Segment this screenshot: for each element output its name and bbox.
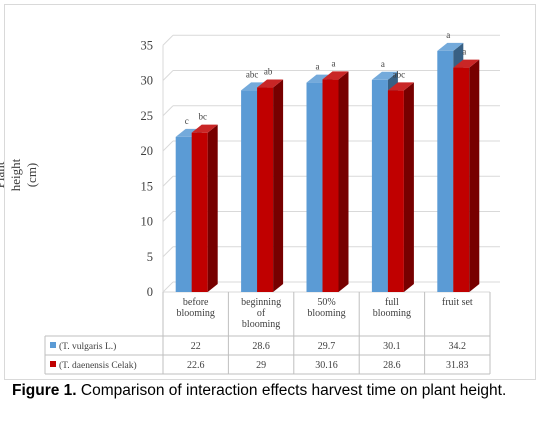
- y-axis-label: Plant height (cm): [0, 145, 40, 205]
- bar: [371, 79, 388, 292]
- bar: [257, 87, 274, 292]
- bar-top: [387, 82, 414, 91]
- legend-label: (T. vulgaris L.): [59, 341, 116, 352]
- legend-swatch: [50, 342, 56, 348]
- bar: [241, 90, 258, 293]
- y-tick-label: 20: [141, 144, 154, 158]
- x-tick-label: 50%: [317, 297, 335, 308]
- y-tick-label: 30: [141, 74, 154, 88]
- table-value: 30.1: [383, 341, 401, 352]
- x-tick-label: blooming: [177, 308, 215, 319]
- bar: [175, 136, 192, 292]
- bar-top: [371, 71, 398, 80]
- bar-side: [273, 79, 284, 292]
- bar-top: [191, 124, 218, 133]
- table-value: 29.7: [318, 341, 336, 352]
- data-label: ab: [264, 67, 273, 77]
- table-value: 34.2: [449, 341, 467, 352]
- gridline-depth: [162, 140, 174, 152]
- bar-side: [469, 59, 480, 293]
- bar: [306, 82, 323, 293]
- data-label: abc: [393, 69, 406, 79]
- bar-top: [241, 82, 268, 91]
- gridline-depth: [162, 34, 174, 46]
- gridline-depth: [162, 246, 174, 258]
- x-tick-label: beginning: [241, 297, 281, 308]
- gridline-depth: [162, 281, 174, 293]
- bar-top: [322, 71, 349, 80]
- table-value: 22.6: [187, 360, 205, 371]
- gridline-depth: [162, 211, 174, 222]
- data-label: a: [381, 59, 385, 69]
- data-label: a: [462, 47, 466, 57]
- bar-top: [453, 59, 480, 68]
- x-tick-label: blooming: [373, 308, 411, 319]
- data-label: a: [446, 30, 450, 40]
- figure-caption-text: Comparison of interaction effects harves…: [76, 382, 507, 399]
- table-value: 28.6: [383, 360, 401, 371]
- data-label: a: [332, 58, 336, 68]
- bar: [437, 50, 454, 292]
- gridline-depth: [162, 175, 174, 187]
- figure-caption: Figure 1. Comparison of interaction effe…: [12, 381, 532, 401]
- y-tick-label: 5: [147, 250, 153, 264]
- data-label: abc: [246, 69, 259, 79]
- x-tick-label: fruit set: [442, 297, 473, 308]
- bar: [191, 132, 208, 292]
- data-label: bc: [198, 112, 207, 122]
- y-axis-label-line1: Plant height: [0, 158, 23, 192]
- y-tick-label: 10: [141, 215, 154, 229]
- x-tick-label: of: [257, 308, 266, 319]
- y-tick-label: 35: [141, 38, 154, 52]
- bar: [453, 67, 470, 292]
- legend-swatch: [50, 361, 56, 367]
- figure-caption-label: Figure 1.: [12, 382, 77, 399]
- x-tick-label: before: [183, 297, 209, 308]
- bar: [387, 90, 404, 293]
- bar-top: [257, 79, 284, 88]
- y-tick-label: 25: [141, 109, 154, 123]
- gridline-depth: [162, 105, 174, 117]
- y-tick-label: 15: [141, 179, 154, 193]
- table-value: 30.16: [315, 360, 338, 371]
- bar-side: [403, 82, 414, 293]
- x-tick-label: blooming: [242, 319, 280, 330]
- x-tick-label: full: [385, 297, 399, 308]
- x-tick-label: blooming: [307, 308, 345, 319]
- table-value: 22: [191, 341, 201, 352]
- data-label: a: [316, 62, 320, 72]
- bar-side: [338, 71, 349, 292]
- table-value: 31.83: [446, 360, 469, 371]
- table-value: 29: [256, 360, 266, 371]
- data-label: c: [185, 116, 189, 126]
- gridline-depth: [162, 70, 174, 81]
- bar-side: [207, 124, 218, 292]
- y-axis-label-line2: (cm): [24, 162, 39, 188]
- table-value: 28.6: [252, 341, 270, 352]
- bar: [322, 79, 339, 292]
- legend-label: (T. daenensis Celak): [59, 360, 137, 371]
- y-tick-label: 0: [147, 285, 153, 299]
- bar-top: [437, 42, 464, 51]
